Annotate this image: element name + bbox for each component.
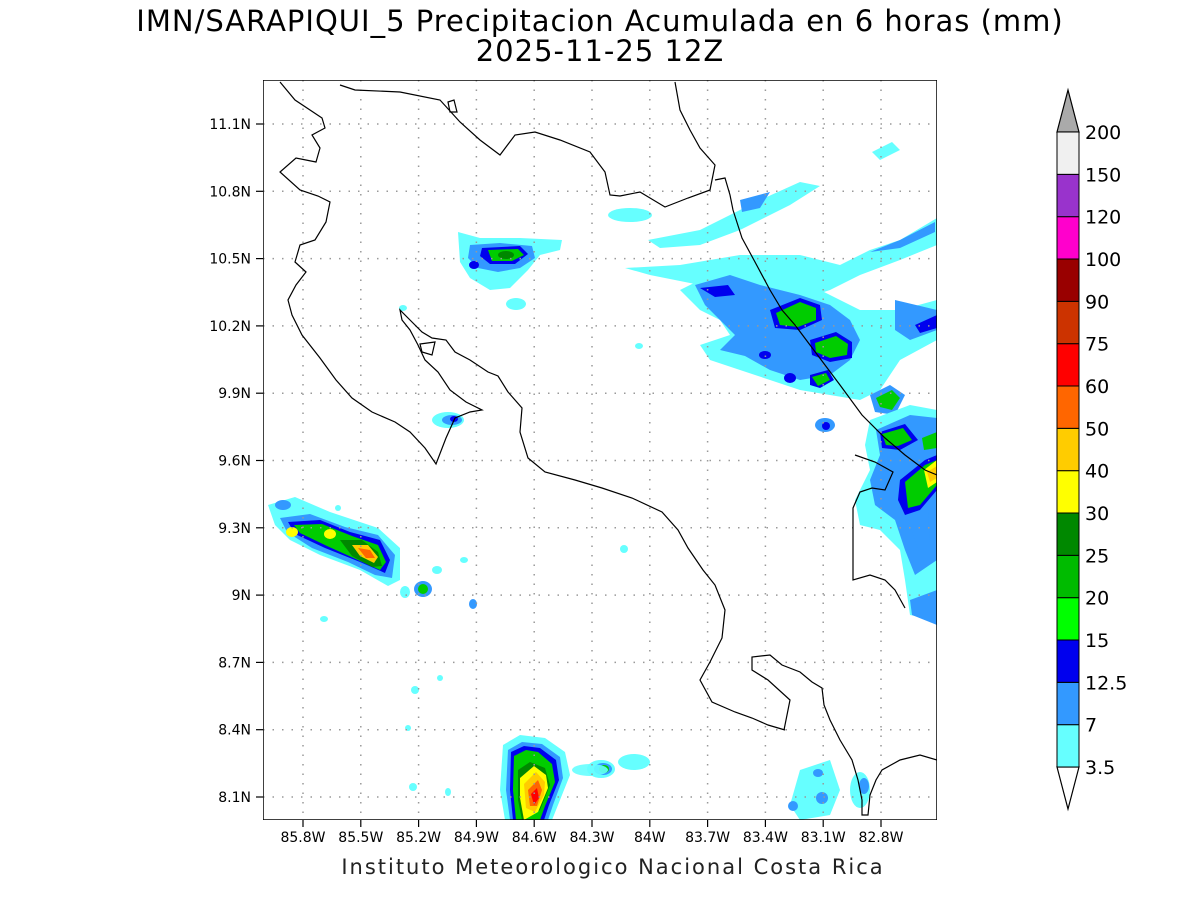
footer-credit: Instituto Meteorologico Nacional Costa R… [341, 855, 885, 879]
colorbar-segment [1056, 343, 1080, 387]
lat-tick-label: 10.5N [209, 252, 251, 268]
longitude-axis: 85.8W 85.5W 85.2W 84.9W 84.6W 84.3W 84W 83.7W 83… [280, 820, 904, 846]
colorbar-segment [1056, 554, 1080, 599]
colorbar-label: 20 [1085, 588, 1109, 610]
colorbar-label: 40 [1085, 461, 1109, 483]
lat-tick-label: 11.1N [209, 117, 251, 133]
rain-cell-north [399, 208, 652, 796]
colorbar-segment [1056, 470, 1080, 514]
colorbar-label: 150 [1085, 164, 1121, 186]
lat-tick-label: 9.3N [218, 521, 251, 537]
lon-tick-label: 84.6W [512, 830, 557, 846]
colorbar-segment [1056, 639, 1080, 683]
colorbar-segment [1056, 512, 1080, 556]
lat-tick-label: 9N [232, 588, 251, 604]
coastlines-and-borders [279, 81, 937, 816]
rain-cell-south [500, 735, 650, 820]
rain-bands-caribbean [625, 142, 937, 820]
colorbar-segment [1056, 385, 1080, 429]
colorbar-over-triangle [1056, 87, 1080, 133]
colorbar-label: 25 [1085, 545, 1109, 567]
map-title: IMN/SARAPIQUI_5 Precipitacion Acumulada … [136, 4, 1064, 38]
colorbar-label: 90 [1085, 291, 1109, 313]
colorbar-label: 75 [1085, 334, 1109, 356]
lon-tick-label: 84.9W [454, 830, 499, 846]
colorbar-label: 15 [1085, 630, 1109, 652]
map-subtitle-datetime: 2025-11-25 12Z [475, 34, 725, 68]
lat-tick-label: 9.6N [218, 454, 251, 470]
map-background [263, 80, 937, 820]
lon-tick-label: 85.8W [280, 830, 325, 846]
colorbar-under-triangle [1056, 766, 1080, 812]
colorbar-label: 50 [1085, 418, 1109, 440]
colorbar-label: 3.5 [1085, 757, 1115, 779]
rain-cell-west [268, 497, 477, 622]
lon-tick-label: 83.7W [685, 830, 730, 846]
lon-tick-label: 84.3W [569, 830, 614, 846]
lat-tick-label: 10.2N [209, 319, 251, 335]
colorbar-segment [1056, 216, 1080, 260]
lon-tick-label: 84W [634, 830, 666, 846]
colorbar-label: 120 [1085, 207, 1121, 229]
colorbar-label: 60 [1085, 376, 1109, 398]
lon-tick-label: 82.8W [858, 830, 903, 846]
lon-tick-label: 83.1W [801, 830, 846, 846]
lat-tick-label: 8.4N [218, 723, 251, 739]
colorbar: 3.5 7 12.5 15 20 25 30 40 50 60 75 90 100 120 150 200 [1056, 87, 1127, 812]
colorbar-label: 7 [1085, 715, 1097, 737]
lon-tick-label: 85.2W [396, 830, 441, 846]
lon-tick-label: 85.5W [338, 830, 383, 846]
latitude-axis: 11.1N 10.8N 10.5N 10.2N 9.9N 9.6N 9.3N 9N 8.7N 8.… [209, 117, 263, 806]
colorbar-label: 12.5 [1085, 672, 1127, 694]
colorbar-segment [1056, 131, 1080, 175]
colorbar-segment [1056, 724, 1080, 768]
lat-tick-label: 10.8N [209, 184, 251, 200]
lat-tick-label: 8.1N [218, 790, 251, 806]
colorbar-segment [1056, 258, 1080, 302]
colorbar-segment [1056, 681, 1080, 726]
colorbar-segment [1056, 427, 1080, 472]
colorbar-label: 200 [1085, 122, 1121, 144]
colorbar-segment [1056, 300, 1080, 345]
colorbar-label: 100 [1085, 249, 1121, 271]
colorbar-segment [1056, 597, 1080, 641]
lat-tick-label: 9.9N [218, 386, 251, 402]
map-area [263, 80, 937, 820]
colorbar-segment [1056, 173, 1080, 218]
precipitation-shading [268, 142, 937, 820]
map-grid [263, 80, 937, 820]
lon-tick-label: 83.4W [743, 830, 788, 846]
lat-tick-label: 8.7N [218, 655, 251, 671]
colorbar-label: 30 [1085, 503, 1109, 525]
